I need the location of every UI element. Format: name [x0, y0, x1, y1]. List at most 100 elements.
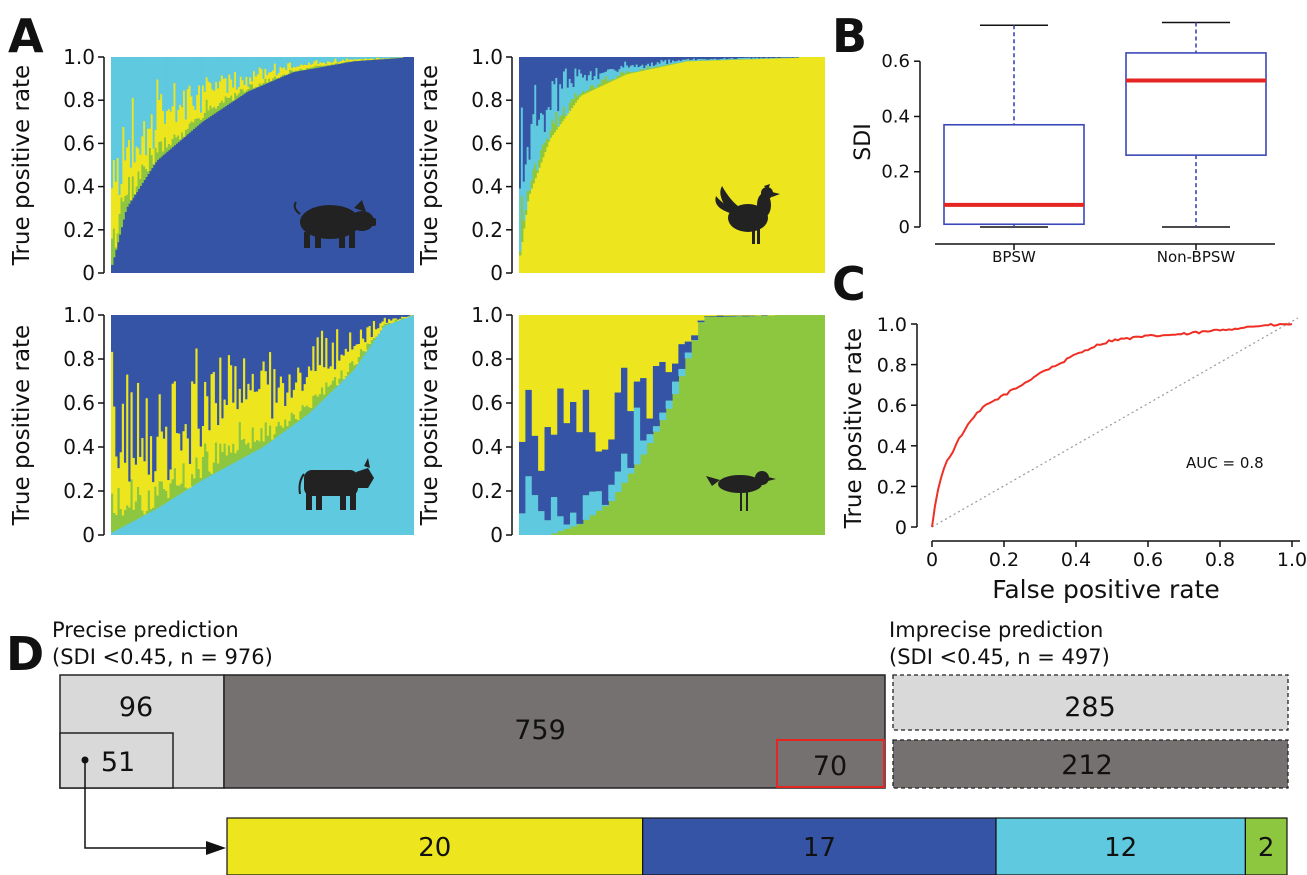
column-segment	[152, 315, 155, 483]
column-segment	[243, 92, 247, 94]
column-segment	[677, 57, 681, 61]
column-segment	[378, 57, 381, 60]
column-segment	[236, 450, 240, 461]
column-segment	[652, 67, 656, 69]
column-segment	[190, 96, 194, 122]
column-segment	[169, 111, 173, 146]
column-segment	[729, 58, 732, 60]
column-segment	[234, 93, 237, 100]
column-segment	[398, 318, 402, 320]
column-segment	[303, 407, 307, 417]
column-segment	[112, 160, 116, 229]
column-segment	[225, 405, 229, 456]
column-segment	[549, 110, 553, 131]
column-segment	[235, 89, 239, 96]
column-segment	[712, 59, 715, 61]
column-segment	[237, 87, 241, 94]
column-segment	[678, 315, 686, 345]
column-segment	[405, 315, 409, 317]
column-segment	[366, 343, 370, 350]
column-segment	[765, 57, 769, 58]
column-segment	[313, 66, 317, 69]
column-segment	[610, 69, 614, 80]
column-segment	[336, 315, 339, 330]
column-segment	[599, 57, 602, 74]
column-segment	[122, 57, 125, 127]
column-segment	[150, 57, 154, 115]
column-segment	[165, 426, 168, 491]
precise-dark-box	[223, 674, 886, 789]
column-segment	[330, 57, 334, 63]
column-segment	[534, 163, 537, 179]
column-segment	[234, 315, 238, 367]
column-segment	[165, 147, 169, 152]
column-segment	[264, 315, 268, 372]
column-segment	[672, 363, 679, 382]
column-segment	[260, 57, 264, 70]
column-segment	[122, 201, 125, 220]
column-segment	[355, 315, 359, 345]
column-segment	[660, 57, 664, 61]
column-segment	[616, 57, 620, 72]
column-segment	[294, 419, 298, 423]
x-tick-label: 0.2	[989, 549, 1019, 571]
column-segment	[186, 315, 190, 439]
y-axis-label: True positive rate	[841, 328, 867, 529]
column-segment	[362, 315, 365, 339]
column-segment	[130, 315, 134, 393]
column-segment	[608, 315, 616, 440]
column-segment	[301, 315, 305, 391]
column-segment	[608, 439, 616, 485]
column-segment	[240, 439, 244, 459]
precise-dark-value: 759	[514, 715, 566, 746]
column-segment	[555, 77, 558, 112]
column-segment	[735, 315, 743, 316]
panel-label-a: A	[8, 9, 44, 63]
column-segment	[775, 57, 778, 58]
column-segment	[591, 85, 595, 91]
column-segment	[239, 76, 243, 90]
column-segment	[128, 57, 131, 140]
panel-d-breakdown-bar: 20 17 12 2	[226, 817, 1288, 875]
column-segment	[319, 57, 322, 63]
column-segment	[201, 85, 205, 118]
column-segment	[360, 57, 364, 60]
column-segment	[710, 59, 713, 61]
column-segment	[526, 57, 530, 148]
column-segment	[559, 116, 562, 125]
column-segment	[338, 378, 342, 384]
column-segment	[530, 123, 533, 181]
column-segment	[344, 376, 348, 378]
column-segment	[563, 524, 571, 529]
column-segment	[175, 137, 178, 144]
column-segment	[309, 57, 313, 65]
column-segment	[289, 57, 292, 63]
column-segment	[122, 126, 125, 202]
column-segment	[717, 57, 721, 60]
panel-d-boxes: 96 51 759 70 285 212	[59, 674, 1289, 855]
column-segment	[340, 354, 344, 371]
column-segment	[566, 57, 570, 88]
x-tick-label: 0	[926, 549, 938, 571]
column-segment	[572, 99, 576, 106]
column-segment	[746, 58, 750, 60]
column-segment	[160, 315, 164, 432]
stacked-columns	[519, 315, 825, 535]
column-segment	[268, 78, 271, 83]
column-segment	[145, 315, 149, 399]
column-segment	[160, 141, 163, 157]
column-segment	[112, 228, 116, 258]
column-segment	[545, 138, 549, 147]
column-segment	[597, 57, 600, 80]
column-segment	[677, 60, 681, 63]
column-segment	[359, 315, 363, 330]
column-segment	[135, 146, 139, 187]
breakdown-segment	[226, 817, 644, 875]
column-segment	[383, 323, 387, 326]
column-segment	[336, 62, 339, 65]
column-segment	[268, 315, 272, 353]
column-segment	[154, 471, 158, 487]
panel-label-b: B	[832, 9, 867, 63]
column-segment	[324, 65, 328, 67]
